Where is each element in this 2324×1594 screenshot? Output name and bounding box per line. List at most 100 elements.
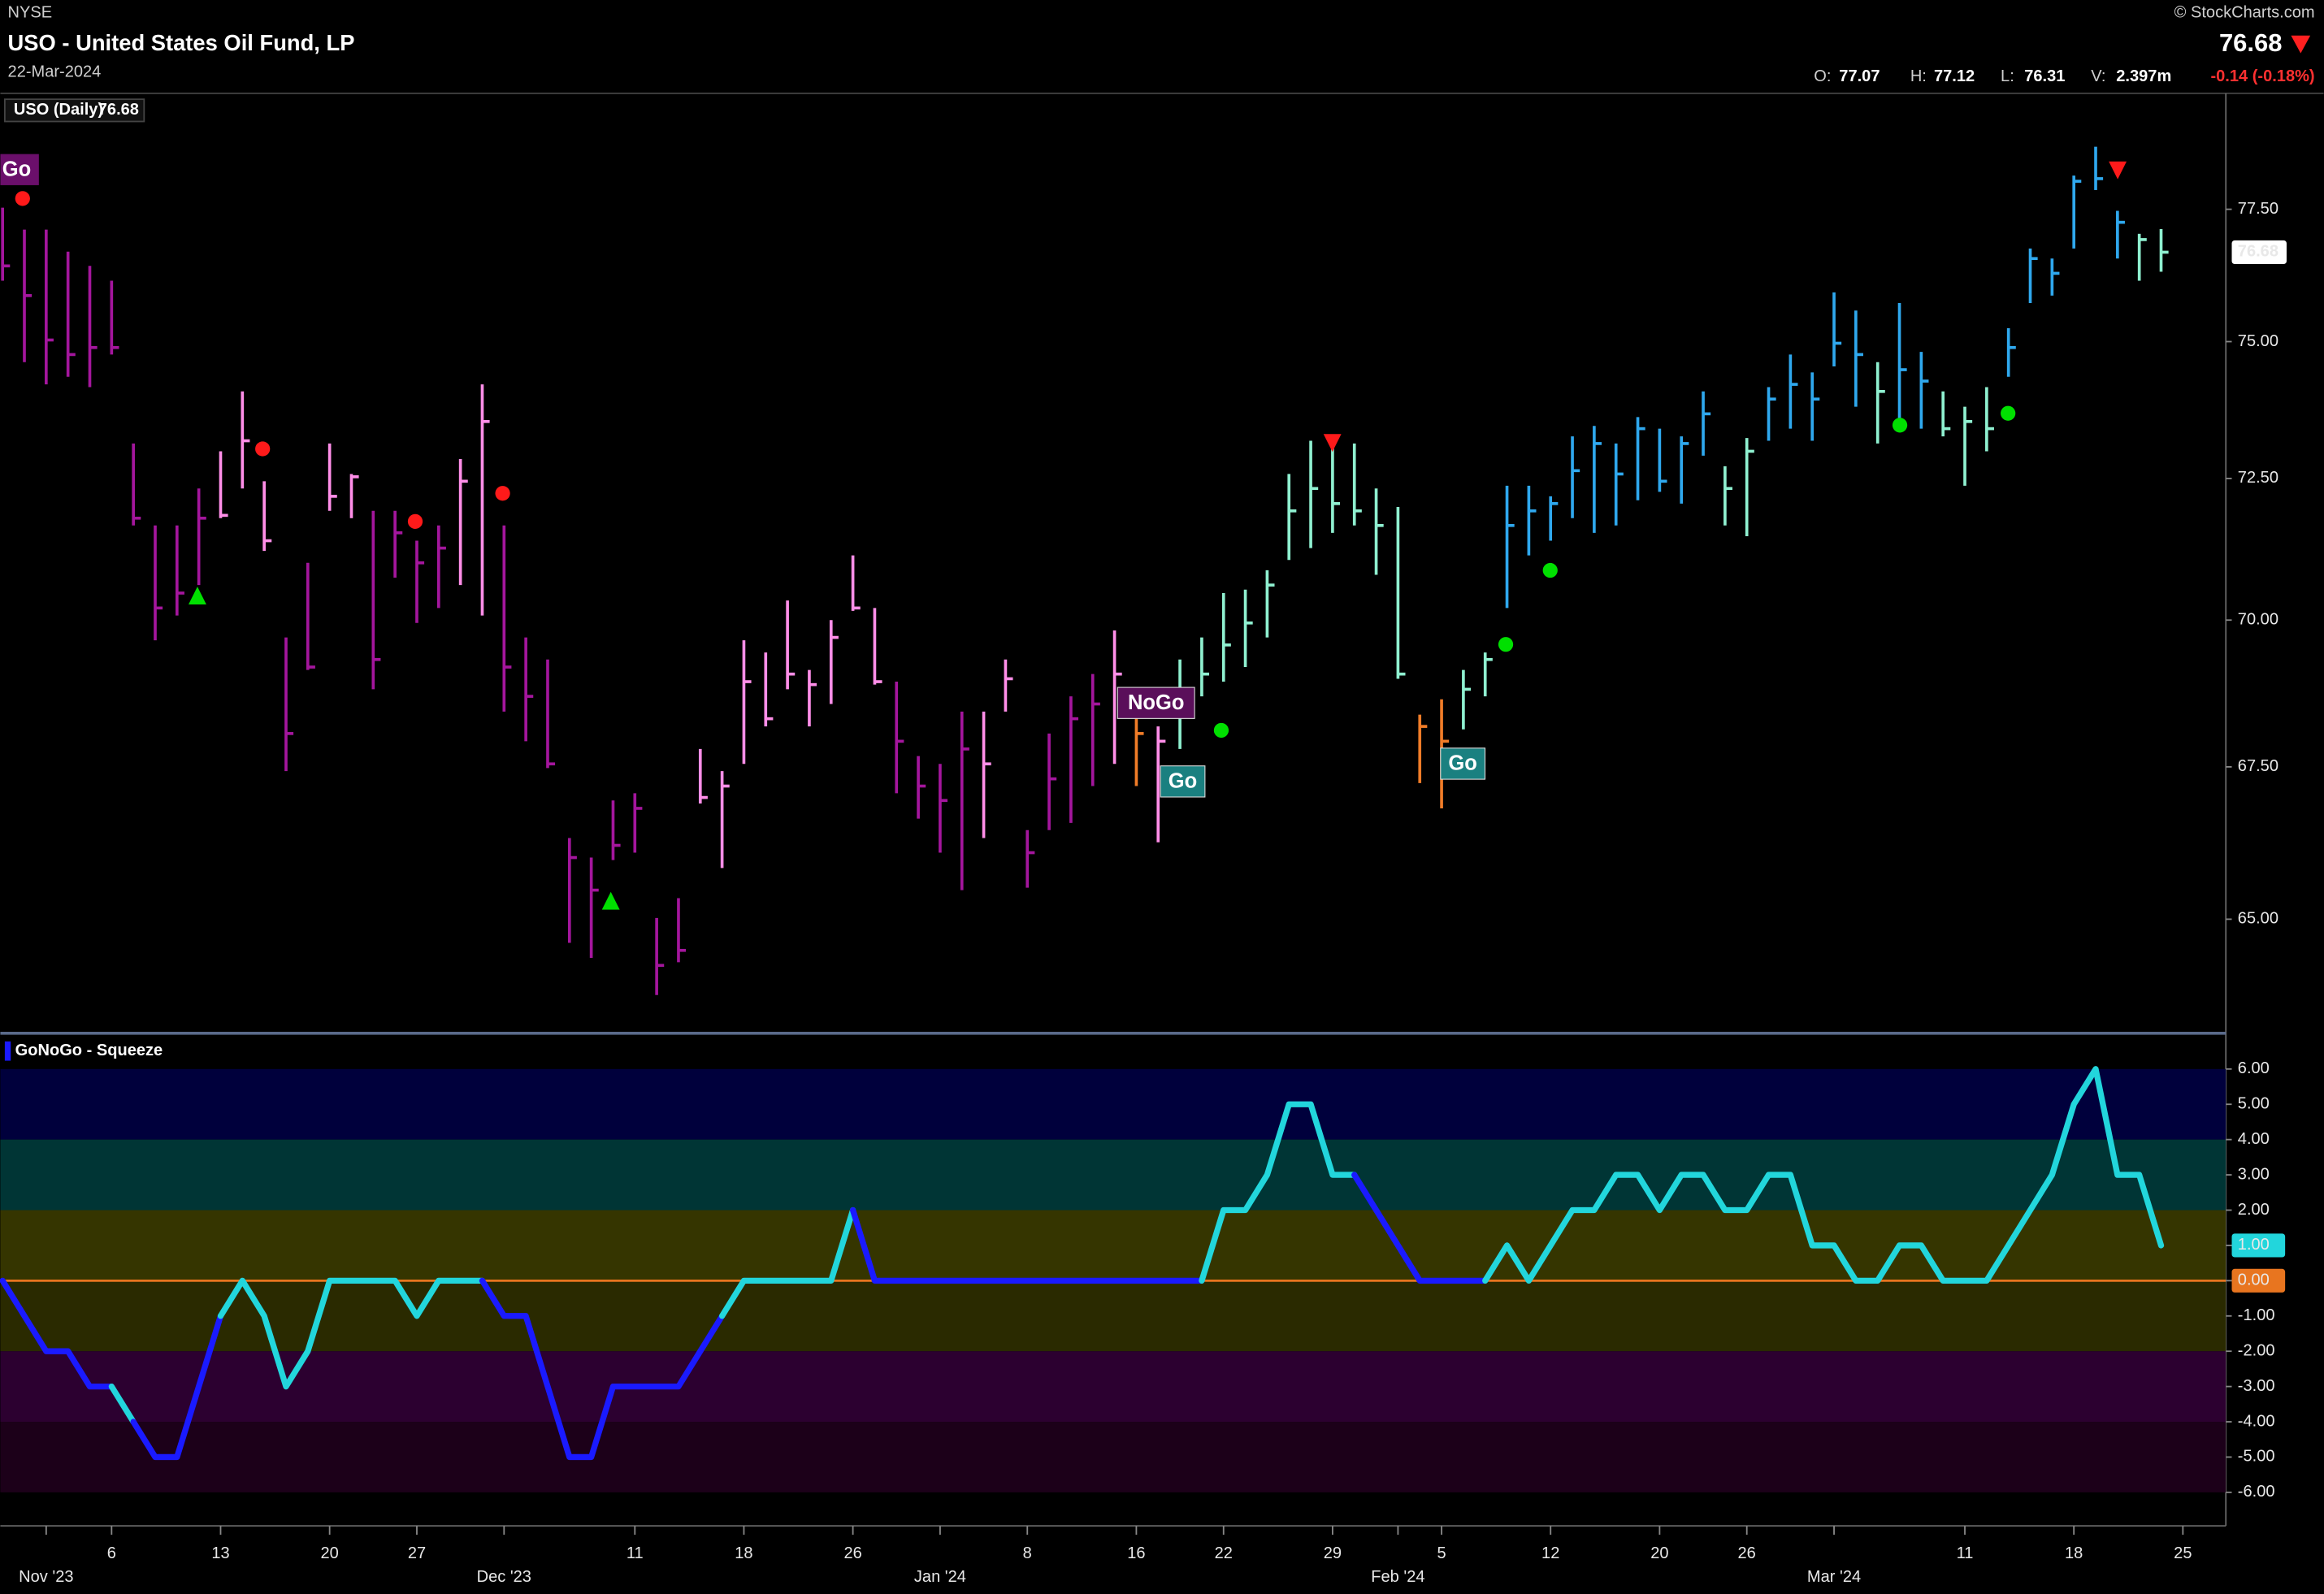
x-tick-label: 11 <box>1957 1544 1974 1562</box>
legend-swatch <box>4 1041 11 1061</box>
go-dot <box>1213 722 1229 739</box>
value-label: 1.00 <box>2238 1236 2270 1254</box>
legend-label: USO (Daily) <box>14 101 103 119</box>
go-triangle <box>601 891 620 910</box>
overlay: USO (Daily) 76.68 GoNoGo - Squeeze Go No… <box>0 98 2127 1061</box>
date: 22-Mar-2024 <box>8 63 102 81</box>
quote-value: 77.07 <box>1839 67 1880 85</box>
annotation-box <box>0 154 39 185</box>
quote-label: H: <box>1910 67 1927 85</box>
oscillator-line <box>108 1383 137 1425</box>
zone-band <box>0 1068 2226 1140</box>
brand: © StockCharts.com <box>2174 4 2315 22</box>
oscillator-line <box>718 1206 856 1319</box>
legend-value: 76.68 <box>98 101 139 119</box>
y-tick-label: 67.50 <box>2238 757 2278 775</box>
y-tick-label: 4.00 <box>2238 1130 2270 1148</box>
x-tick-label: 20 <box>320 1544 338 1562</box>
last-price-label: 76.68 <box>2238 243 2278 261</box>
zone-band <box>0 1139 2226 1211</box>
y-tick-label: 3.00 <box>2238 1165 2270 1183</box>
last-price-box <box>2231 240 2287 265</box>
x-tick-label: 27 <box>408 1544 426 1562</box>
y-tick-label: -4.00 <box>2238 1412 2275 1430</box>
nogo-dot <box>495 486 510 501</box>
x-tick-label: Dec '23 <box>477 1568 531 1586</box>
go-dot <box>1498 637 1514 652</box>
x-tick-label: 18 <box>735 1544 752 1562</box>
nogo-dot <box>407 513 423 529</box>
x-tick-label: 5 <box>1437 1544 1446 1562</box>
down-arrow <box>2291 35 2311 54</box>
y-tick-label: 65.00 <box>2238 910 2278 928</box>
go-dot <box>1892 418 1908 433</box>
y-tick-highlight <box>2231 1268 2286 1293</box>
y-tick-label: 75.00 <box>2238 332 2278 350</box>
oscillator-line <box>1351 1172 1489 1284</box>
quote-value: 2.397m <box>2116 67 2171 85</box>
annotation-box <box>1160 765 1206 798</box>
annotation: Go <box>1448 752 1476 775</box>
x-tick-label: Mar '24 <box>1807 1568 1861 1586</box>
annotation: NoGo <box>1128 691 1184 714</box>
x-tick-label: 26 <box>1738 1544 1756 1562</box>
quote-value: 77.12 <box>1934 67 1975 85</box>
x-tick-label: 25 <box>2174 1544 2192 1562</box>
zone-band <box>0 1422 2226 1492</box>
y-tick-label: 0.00 <box>2238 1271 2270 1289</box>
y-tick-label: 2.00 <box>2238 1201 2270 1219</box>
oscillator-line <box>1482 1066 2165 1284</box>
change: -0.14 (-0.18%) <box>2210 67 2314 85</box>
y-tick-label: 5.00 <box>2238 1095 2270 1113</box>
annotation-box <box>1440 747 1486 780</box>
x-tick-label: 26 <box>843 1544 861 1562</box>
annotation-box <box>1116 687 1195 719</box>
title: USO - United States Oil Fund, LP <box>8 30 355 55</box>
go-dot <box>1542 562 1558 578</box>
y-tick-label: -6.00 <box>2238 1483 2275 1501</box>
oscillator-line <box>130 1313 224 1461</box>
nogo-triangle <box>1323 434 1342 453</box>
nogo-triangle <box>2109 161 2127 180</box>
quote-label: L: <box>2001 67 2014 85</box>
go-triangle <box>189 587 206 604</box>
y-tick-label: 72.50 <box>2238 469 2278 487</box>
y-tick-label: -5.00 <box>2238 1448 2275 1466</box>
x-tick-label: 8 <box>1023 1544 1032 1562</box>
annotation: Go <box>1169 770 1197 793</box>
oscillator-line <box>479 1277 726 1461</box>
y-tick-label: 70.00 <box>2238 611 2278 629</box>
exchange: NYSE <box>8 4 53 22</box>
x-tick-label: 22 <box>1215 1544 1233 1562</box>
x-tick-label: 12 <box>1541 1544 1559 1562</box>
last-price: 76.68 <box>2219 28 2283 57</box>
panel-title: GoNoGo - Squeeze <box>15 1042 163 1059</box>
oscillator-line <box>0 1277 115 1390</box>
y-tick-label: -1.00 <box>2238 1306 2275 1324</box>
value-label-box <box>2231 1233 2286 1258</box>
x-tick-label: 13 <box>211 1544 229 1562</box>
quote-label: V: <box>2091 67 2105 85</box>
x-tick-label: 18 <box>2065 1544 2083 1562</box>
x-tick-label: 6 <box>107 1544 116 1562</box>
x-tick-label: Jan '24 <box>914 1568 966 1586</box>
zone-band <box>0 1280 2226 1352</box>
nogo-dot <box>15 191 30 206</box>
y-tick-label: 6.00 <box>2238 1059 2270 1077</box>
x-tick-label: 16 <box>1127 1544 1145 1562</box>
oscillator-line <box>849 1206 1205 1284</box>
zone-band <box>0 1351 2226 1423</box>
x-tick-label: 11 <box>627 1544 644 1562</box>
x-tick-label: Feb '24 <box>1371 1568 1424 1586</box>
quote-value: 76.31 <box>2024 67 2065 85</box>
x-tick-label: 20 <box>1650 1544 1668 1562</box>
oscillator-line <box>217 1277 486 1390</box>
zone-band <box>0 1210 2226 1281</box>
y-tick-label: -3.00 <box>2238 1377 2275 1395</box>
oscillator-line <box>1199 1101 1358 1284</box>
x-tick-label: Nov '23 <box>19 1568 73 1586</box>
annotation: Go <box>2 158 31 180</box>
y-tick-label: -2.00 <box>2238 1341 2275 1359</box>
